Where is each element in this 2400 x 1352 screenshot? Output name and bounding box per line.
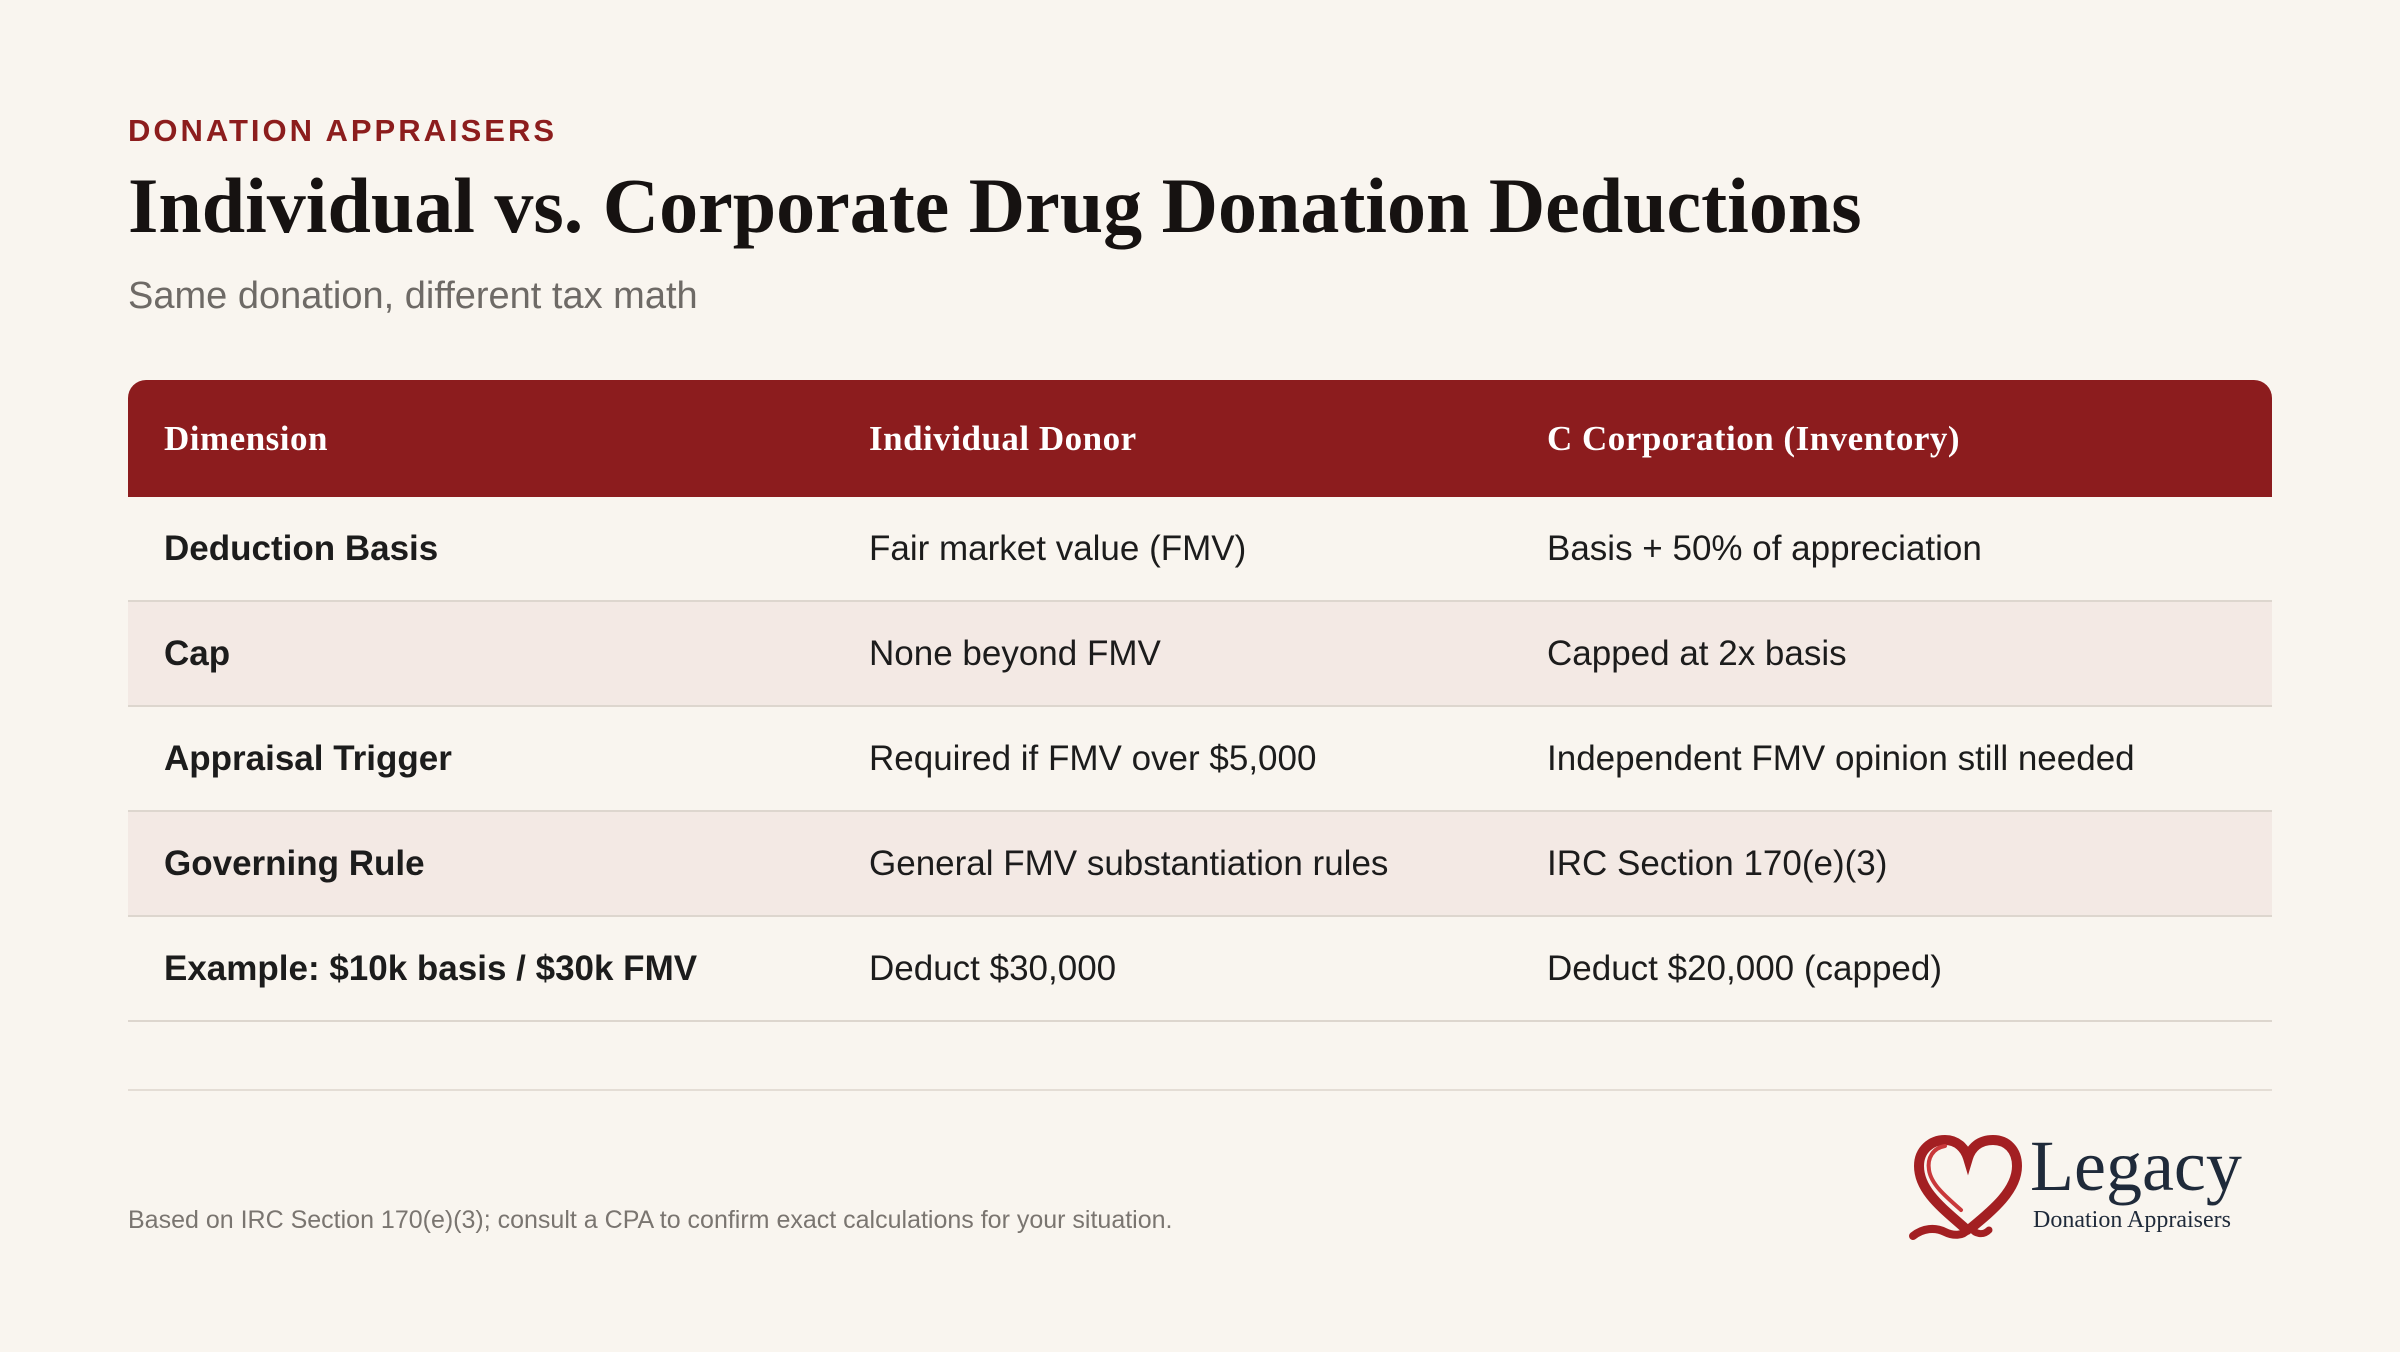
footnote: Based on IRC Section 170(e)(3); consult … — [128, 1206, 1173, 1234]
row-individual: General FMV substantiation rules — [869, 843, 1389, 883]
row-corporation: IRC Section 170(e)(3) — [1547, 843, 1888, 883]
table-row: Cap None beyond FMV Capped at 2x basis — [128, 602, 2272, 707]
logo-tagline: Donation Appraisers — [2033, 1207, 2231, 1233]
row-dimension: Appraisal Trigger — [164, 738, 452, 778]
logo-wordmark: Legacy — [2030, 1126, 2242, 1206]
column-header-individual: Individual Donor — [869, 418, 1137, 458]
footer-divider — [128, 1089, 2272, 1091]
table-header: Dimension Individual Donor C Corporation… — [128, 380, 2272, 497]
heart-ribbon-icon — [1909, 1134, 2023, 1240]
row-corporation: Deduct $20,000 (capped) — [1547, 948, 1942, 988]
column-header-dimension: Dimension — [164, 418, 328, 458]
table-row: Example: $10k basis / $30k FMV Deduct $3… — [128, 917, 2272, 1022]
row-individual: Fair market value (FMV) — [869, 528, 1247, 568]
row-dimension: Cap — [164, 633, 231, 673]
table-row: Appraisal Trigger Required if FMV over $… — [128, 707, 2272, 812]
column-header-corporation: C Corporation (Inventory) — [1547, 418, 1961, 458]
row-dimension: Deduction Basis — [164, 528, 439, 568]
row-individual: Required if FMV over $5,000 — [869, 738, 1317, 778]
row-individual: None beyond FMV — [869, 633, 1161, 673]
row-individual: Deduct $30,000 — [869, 948, 1117, 988]
table-row: Deduction Basis Fair market value (FMV) … — [128, 497, 2272, 602]
row-dimension: Governing Rule — [164, 843, 425, 883]
eyebrow-label: DONATION APPRAISERS — [128, 113, 558, 148]
row-dimension: Example: $10k basis / $30k FMV — [164, 948, 698, 988]
comparison-table: Dimension Individual Donor C Corporation… — [128, 380, 2272, 1022]
page-title: Individual vs. Corporate Drug Donation D… — [128, 162, 1862, 249]
row-corporation: Capped at 2x basis — [1547, 633, 1847, 673]
brand-logo: Legacy Donation Appraisers — [1905, 1126, 2265, 1242]
row-corporation: Basis + 50% of appreciation — [1547, 528, 1982, 568]
row-corporation: Independent FMV opinion still needed — [1547, 738, 2135, 778]
page-subtitle: Same donation, different tax math — [128, 275, 698, 317]
table-row: Governing Rule General FMV substantiatio… — [128, 812, 2272, 917]
